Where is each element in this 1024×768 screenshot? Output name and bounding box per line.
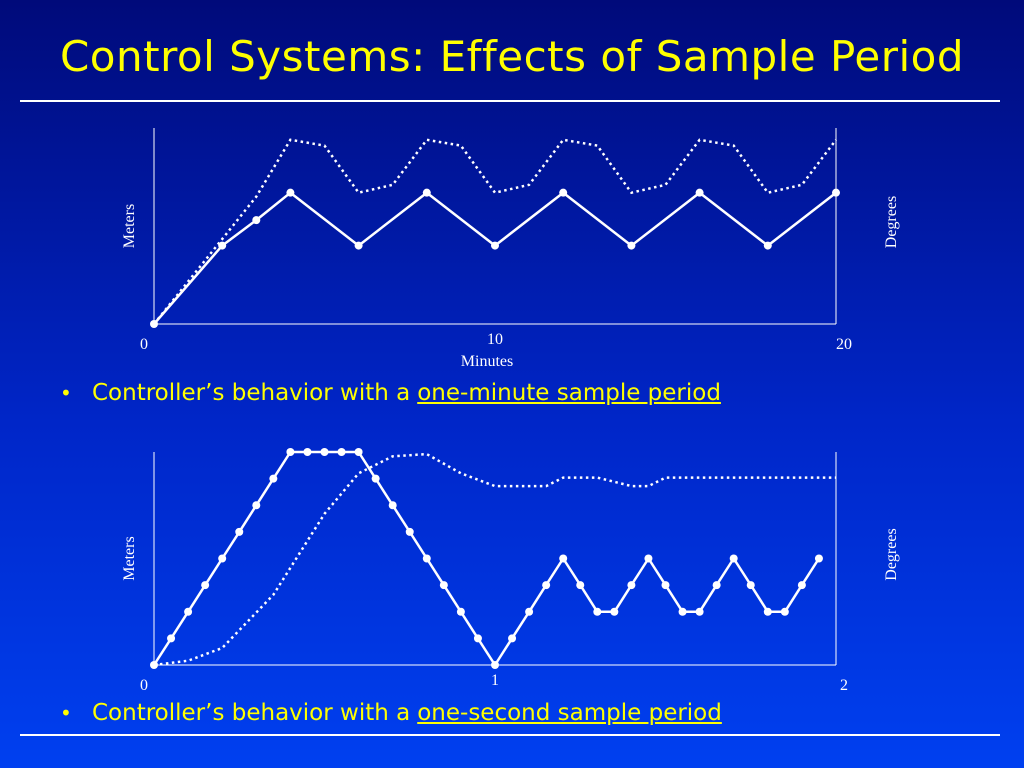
data-point [559, 188, 568, 197]
data-point [269, 474, 278, 483]
data-point [354, 241, 363, 250]
data-point [337, 448, 346, 456]
data-point [422, 554, 431, 563]
data-point [525, 607, 534, 616]
data-point [729, 554, 738, 563]
data-point [491, 661, 499, 669]
one-minute-sample-period-link[interactable]: one-minute sample period [417, 380, 721, 406]
bullet-text: Controller’s behavior with a [92, 380, 411, 406]
data-point [797, 581, 806, 590]
data-point [508, 634, 517, 643]
data-point [439, 581, 448, 590]
data-point [746, 581, 755, 590]
y-axis-title-right: Degrees [883, 196, 900, 248]
dotted-series-line [153, 452, 836, 667]
data-point [184, 607, 193, 616]
data-point [201, 581, 210, 590]
bottom-divider [20, 734, 1000, 736]
data-point [661, 581, 670, 590]
data-point [559, 554, 568, 563]
y-axis-title-left: Meters [121, 536, 138, 580]
data-point [678, 607, 687, 616]
data-point [286, 448, 295, 456]
one-second-sample-period-link[interactable]: one-second sample period [417, 700, 722, 726]
data-point [491, 241, 499, 250]
data-point [405, 527, 414, 536]
data-point [695, 607, 704, 616]
data-point [610, 607, 619, 616]
x-tick-label: 1 [491, 672, 499, 689]
data-point [763, 241, 772, 250]
data-point [473, 634, 482, 643]
data-point [644, 554, 653, 563]
solid-series-line [153, 191, 837, 325]
solid-series-line [152, 450, 820, 667]
data-point [167, 634, 176, 643]
data-point [422, 188, 431, 197]
y-axis-title-left: Meters [121, 204, 138, 248]
data-point [780, 607, 789, 616]
bullet-text: Controller’s behavior with a [92, 700, 411, 726]
x-tick-label: 20 [836, 336, 852, 353]
x-tick-label: 2 [840, 677, 848, 694]
data-point [832, 188, 840, 197]
bullet-one-second: • Controller’s behavior with a one-secon… [60, 700, 722, 726]
data-point [814, 554, 823, 563]
data-point [371, 474, 380, 483]
slide-title: Control Systems: Effects of Sample Perio… [59, 32, 965, 81]
bullet-symbol: • [60, 381, 72, 405]
data-point [218, 241, 227, 250]
dotted-series-line [153, 138, 837, 325]
data-point [542, 581, 551, 590]
x-tick-label: 10 [487, 331, 503, 348]
x-tick-label: 0 [140, 677, 148, 694]
data-point [286, 188, 295, 197]
data-point [303, 448, 312, 456]
bullet-one-minute: • Controller’s behavior with a one-minut… [60, 380, 721, 406]
data-point [235, 527, 244, 536]
data-point [627, 241, 636, 250]
data-point [627, 581, 636, 590]
data-point [593, 607, 602, 616]
x-tick-label: 0 [140, 336, 148, 353]
y-axis-title-right: Degrees [883, 528, 900, 580]
x-axis-title: Minutes [461, 353, 513, 370]
data-point [252, 501, 261, 510]
data-point [252, 216, 261, 225]
top-divider [20, 100, 1000, 102]
data-point [695, 188, 704, 197]
data-point [354, 448, 363, 456]
data-point [456, 607, 465, 616]
data-point [712, 581, 721, 590]
bullet-symbol: • [60, 701, 72, 725]
data-point [763, 607, 772, 616]
data-point [388, 501, 397, 510]
data-point [320, 448, 329, 456]
data-point [218, 554, 227, 563]
data-point [576, 581, 585, 590]
